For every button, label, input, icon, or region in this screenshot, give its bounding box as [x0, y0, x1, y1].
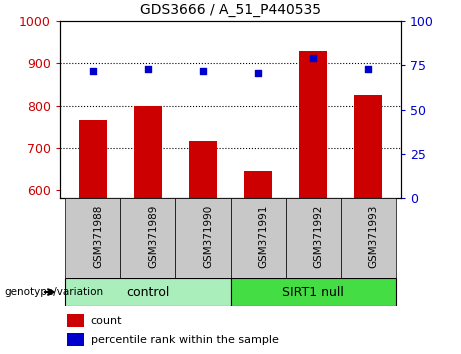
Bar [285, 198, 341, 278]
Point [89, 68, 97, 74]
Point [254, 70, 262, 75]
Point [364, 66, 372, 72]
Bar [134, 105, 162, 198]
Text: percentile rank within the sample: percentile rank within the sample [91, 335, 278, 345]
Bar [120, 198, 176, 278]
Text: GSM371989: GSM371989 [148, 205, 158, 268]
Bar [67, 314, 84, 327]
Bar [355, 95, 382, 198]
Bar [65, 198, 120, 278]
Text: count: count [91, 316, 122, 326]
Title: GDS3666 / A_51_P440535: GDS3666 / A_51_P440535 [140, 4, 321, 17]
Bar [65, 278, 230, 306]
Text: GSM371993: GSM371993 [368, 205, 378, 268]
Text: GSM371990: GSM371990 [203, 205, 213, 268]
Text: control: control [126, 286, 170, 298]
Bar [79, 120, 106, 198]
Text: SIRT1 null: SIRT1 null [282, 286, 344, 298]
Point [199, 68, 207, 74]
Bar [189, 141, 217, 198]
Bar [67, 333, 84, 346]
Bar [230, 198, 285, 278]
Bar [244, 171, 272, 198]
Text: GSM371991: GSM371991 [258, 205, 268, 268]
Bar [230, 278, 396, 306]
Point [144, 66, 152, 72]
Bar [299, 51, 327, 198]
Text: GSM371992: GSM371992 [313, 205, 323, 268]
Text: GSM371988: GSM371988 [93, 205, 103, 268]
Point [309, 56, 317, 61]
Bar [176, 198, 230, 278]
Bar [341, 198, 396, 278]
Text: genotype/variation: genotype/variation [5, 287, 104, 297]
